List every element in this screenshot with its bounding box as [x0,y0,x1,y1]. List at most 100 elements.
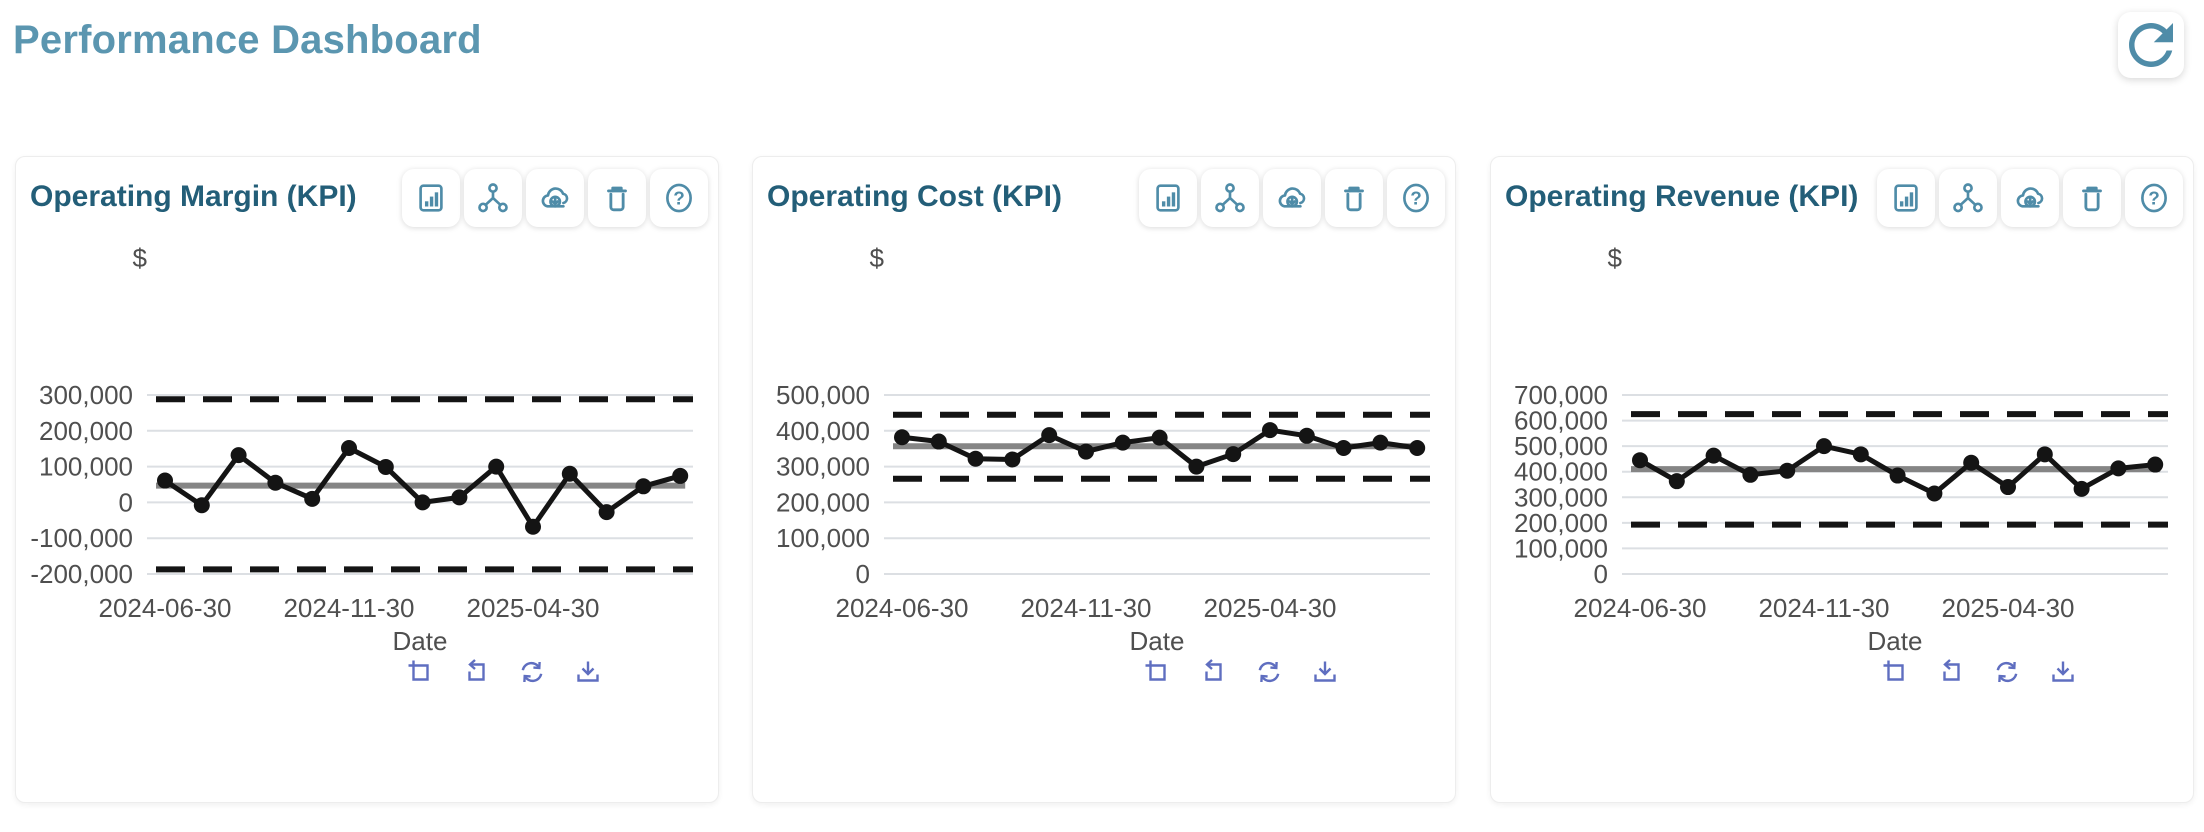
cloud-download-icon [2016,187,2044,208]
refresh-chart-icon [521,661,543,683]
svg-text:200,000: 200,000 [1514,508,1608,538]
card-title: Operating Cost (KPI) [767,180,1063,213]
kpi-card-operating-margin: Operating Margin (KPI) [15,156,719,803]
cloud-download-button[interactable] [1263,169,1321,227]
zoom-box-icon [408,660,429,681]
chart-toolbar [1142,657,1340,687]
delete-button[interactable] [1325,169,1383,227]
svg-text:$: $ [870,243,885,273]
svg-text:300,000: 300,000 [1514,482,1608,512]
svg-text:300,000: 300,000 [776,452,870,482]
refresh-chart-icon [1258,661,1280,683]
svg-text:600,000: 600,000 [1514,406,1608,436]
svg-text:-100,000: -100,000 [30,523,133,553]
svg-text:$: $ [133,243,148,273]
card-title: Operating Margin (KPI) [30,180,357,213]
card-header: Operating Margin (KPI) [30,169,708,227]
zoom-box-icon [1883,660,1904,681]
cloud-download-button[interactable] [526,169,584,227]
svg-text:Date: Date [1130,626,1185,656]
delete-button[interactable] [2063,169,2121,227]
trash-icon [607,186,627,212]
bar-chart-button[interactable] [1139,169,1197,227]
card-header: Operating Cost (KPI) [767,169,1445,227]
svg-text:2025-04-30: 2025-04-30 [1204,593,1337,623]
svg-text:200,000: 200,000 [39,416,133,446]
card-actions: ? [1877,169,2183,227]
kpi-card-operating-cost: Operating Cost (KPI) [752,156,1456,803]
cloud-download-icon [1278,187,1306,208]
card-actions: ? [1139,169,1445,227]
bar-chart-icon [1894,184,1918,212]
svg-text:100,000: 100,000 [1514,533,1608,563]
refresh-chart-button[interactable] [1254,657,1284,687]
refresh-chart-icon [1996,661,2018,683]
help-button[interactable]: ? [650,169,708,227]
svg-text:400,000: 400,000 [776,416,870,446]
download-chart-icon [577,661,599,682]
control-chart: $500,000 400,000 300,000 200,000 100,000 0 202… [753,217,1457,662]
help-icon: ? [666,183,692,213]
help-button[interactable]: ? [1387,169,1445,227]
chart-toolbar [405,657,603,687]
svg-text:2024-11-30: 2024-11-30 [283,593,414,623]
zoom-box-button[interactable] [1142,657,1172,687]
share-button[interactable] [464,169,522,227]
download-chart-icon [2052,661,2074,682]
card-header: Operating Revenue (KPI) [1505,169,2183,227]
svg-text:0: 0 [119,487,133,517]
svg-text:200,000: 200,000 [776,487,870,517]
svg-text:Date: Date [1868,626,1923,656]
svg-text:-200,000: -200,000 [30,559,133,589]
svg-text:2025-04-30: 2025-04-30 [467,593,600,623]
help-icon: ? [1403,183,1429,213]
delete-button[interactable] [588,169,646,227]
download-chart-button[interactable] [1310,657,1340,687]
help-button[interactable]: ? [2125,169,2183,227]
cloud-download-button[interactable] [2001,169,2059,227]
svg-text:700,000: 700,000 [1514,380,1608,410]
refresh-chart-button[interactable] [1992,657,2022,687]
share-icon [1215,183,1245,213]
download-chart-button[interactable] [573,657,603,687]
svg-text:Date: Date [393,626,448,656]
bar-chart-button[interactable] [1877,169,1935,227]
svg-text:300,000: 300,000 [39,380,133,410]
chart-toolbar [1880,657,2078,687]
refresh-chart-button[interactable] [517,657,547,687]
svg-text:0: 0 [1594,559,1608,589]
card-title: Operating Revenue (KPI) [1505,180,1859,213]
share-button[interactable] [1201,169,1259,227]
card-actions: ? [402,169,708,227]
bar-chart-button[interactable] [402,169,460,227]
control-chart: $700,000 600,000 500,000 400,000 300,000 200,… [1491,217,2195,662]
reset-zoom-icon [468,659,485,681]
zoom-box-icon [1145,660,1166,681]
svg-text:?: ? [2148,189,2160,210]
svg-text:?: ? [1410,189,1422,210]
svg-text:100,000: 100,000 [776,523,870,553]
svg-text:2025-04-30: 2025-04-30 [1942,593,2075,623]
refresh-dashboard-button[interactable] [2118,12,2184,78]
reset-zoom-button[interactable] [1198,657,1228,687]
svg-text:$: $ [1608,243,1623,273]
svg-text:2024-11-30: 2024-11-30 [1758,593,1889,623]
cloud-download-icon [541,187,569,208]
zoom-box-button[interactable] [1880,657,1910,687]
share-button[interactable] [1939,169,1997,227]
svg-text:2024-11-30: 2024-11-30 [1020,593,1151,623]
bar-chart-icon [419,184,443,212]
svg-text:500,000: 500,000 [1514,431,1608,461]
zoom-box-button[interactable] [405,657,435,687]
reset-zoom-icon [1205,659,1222,681]
kpi-card-operating-revenue: Operating Revenue (KPI) [1490,156,2194,803]
download-chart-icon [1314,661,1336,682]
page-title: Performance Dashboard [13,18,482,62]
share-icon [478,183,508,213]
download-chart-button[interactable] [2048,657,2078,687]
reset-zoom-button[interactable] [461,657,491,687]
control-chart: $300,000 200,000 100,000 0 -100,000 -200,000 2… [16,217,720,662]
svg-text:?: ? [673,189,685,210]
reset-zoom-button[interactable] [1936,657,1966,687]
svg-text:2024-06-30: 2024-06-30 [836,593,969,623]
